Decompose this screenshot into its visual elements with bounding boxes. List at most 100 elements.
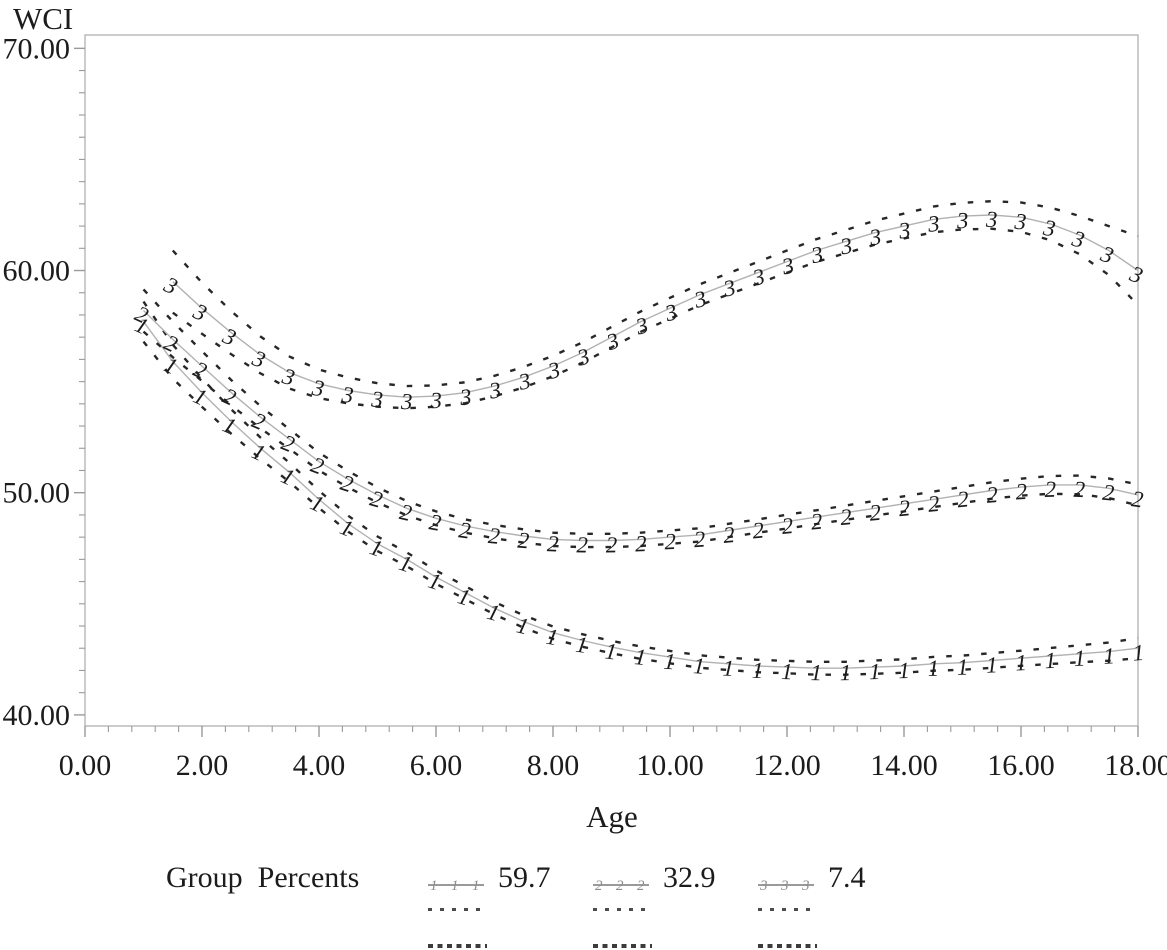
- marker-digit-3: 3: [516, 368, 533, 395]
- marker-digit-3: 3: [248, 345, 268, 373]
- marker-digit-3: 3: [487, 377, 503, 404]
- marker-digit-3: 3: [720, 275, 738, 302]
- legend-line-swatch: [428, 884, 484, 886]
- marker-digit-2: 2: [722, 522, 736, 548]
- mean-line-3: [172, 214, 1139, 398]
- marker-digit-2: 2: [606, 532, 618, 557]
- marker-digit-3: 3: [400, 389, 413, 414]
- marker-digit-2: 2: [927, 491, 941, 517]
- x-tick-label: 4.00: [293, 749, 346, 782]
- marker-digit-3: 3: [837, 233, 854, 260]
- x-tick-label: 10.00: [636, 749, 704, 782]
- ci-lower-3: [172, 227, 1139, 410]
- marker-digit-1: 1: [544, 624, 560, 651]
- x-tick-label: 18.00: [1104, 749, 1167, 782]
- legend-entry-2: 2 2 2 32.9: [593, 861, 773, 950]
- x-axis-title: Age: [586, 799, 638, 834]
- marker-digit-1: 1: [956, 654, 968, 679]
- ci-upper-2: [142, 288, 1139, 535]
- marker-digit-2: 2: [985, 482, 998, 508]
- legend-ci-upper-swatch: [593, 908, 650, 911]
- marker-digit-3: 3: [661, 299, 679, 326]
- legend-line-swatch: [593, 884, 649, 886]
- marker-digit-2: 2: [693, 527, 706, 553]
- marker-digit-3: 3: [309, 375, 326, 402]
- marker-digit-1: 1: [663, 649, 677, 675]
- marker-digit-1: 1: [840, 660, 852, 685]
- marker-digit-2: 2: [1101, 480, 1115, 506]
- marker-digit-3: 3: [926, 211, 941, 237]
- marker-digit-3: 3: [749, 264, 767, 291]
- marker-digit-1: 1: [986, 652, 999, 677]
- x-tick-label: 6.00: [410, 749, 463, 782]
- x-tick-label: 8.00: [527, 749, 580, 782]
- legend-ci-lower-swatch: [593, 944, 652, 948]
- marker-digit-1: 1: [574, 632, 589, 658]
- marker-digit-2: 2: [956, 486, 970, 512]
- marker-digit-2: 2: [868, 500, 882, 526]
- ci-lower-1: [142, 340, 1139, 676]
- marker-digit-3: 3: [779, 253, 797, 280]
- marker-digit-2: 2: [664, 529, 677, 554]
- marker-digit-1: 1: [751, 658, 763, 683]
- marker-digit-1: 1: [810, 660, 822, 685]
- marker-digit-1: 1: [1073, 646, 1086, 671]
- marker-digit-1: 1: [484, 599, 502, 626]
- marker-digit-1: 1: [604, 638, 619, 664]
- y-tick-label: 50.00: [3, 477, 71, 510]
- marker-digit-2: 2: [546, 531, 559, 556]
- marker-digit-2: 2: [576, 532, 588, 557]
- y-tick-label: 70.00: [3, 32, 71, 65]
- x-tick-label: 12.00: [753, 749, 821, 782]
- x-tick-label: 16.00: [987, 749, 1055, 782]
- mean-line-1: [142, 321, 1139, 669]
- mean-line-2: [143, 310, 1139, 542]
- marker-digit-3: 3: [429, 388, 443, 414]
- marker-digit-1: 1: [927, 656, 939, 681]
- marker-digit-2: 2: [898, 495, 912, 521]
- marker-digit-3: 3: [955, 208, 969, 234]
- marker-digit-3: 3: [603, 328, 622, 356]
- marker-digit-1: 1: [898, 658, 910, 683]
- marker-digit-2: 2: [367, 486, 385, 513]
- marker-digit-1: 1: [514, 612, 531, 639]
- marker-digit-2: 2: [1073, 477, 1085, 502]
- marker-digit-1: 1: [190, 383, 211, 411]
- legend-ci-lower-swatch: [758, 944, 817, 948]
- ci-upper-1: [142, 300, 1139, 663]
- trajectory-plot: WCI Age 0.00 2.00 4.00 6.00 8.00 10.00 12.00 14…: [3, 1, 1167, 834]
- legend-ci-upper-swatch: [758, 908, 815, 911]
- marker-digit-2: 2: [487, 523, 501, 549]
- y-tick-label: 60.00: [3, 255, 71, 288]
- marker-digit-3: 3: [1041, 215, 1058, 242]
- ci-lower-2: [142, 330, 1139, 549]
- marker-digit-3: 3: [691, 286, 709, 313]
- marker-digit-1: 1: [1044, 648, 1057, 673]
- legend-entry-3: 3 3 3 7.4: [758, 861, 938, 950]
- marker-digit-1: 1: [869, 659, 881, 684]
- marker-digit-1: 1: [722, 656, 735, 681]
- marker-digit-2: 2: [1044, 477, 1056, 502]
- legend-ci-upper-swatch: [428, 908, 485, 911]
- marker-digit-2: 2: [839, 504, 853, 530]
- marker-digit-3: 3: [545, 357, 563, 384]
- marker-digit-2: 2: [457, 517, 472, 543]
- marker-digit-1: 1: [396, 550, 415, 577]
- legend-percent-3: 7.4: [828, 861, 866, 894]
- legend-entry-1: 1 1 1 59.7: [428, 861, 608, 950]
- marker-digit-2: 2: [308, 452, 328, 479]
- marker-digit-1: 1: [1015, 650, 1028, 675]
- marker-digit-2: 2: [1130, 486, 1145, 512]
- marker-digit-1: 1: [692, 653, 705, 679]
- marker-digit-3: 3: [896, 217, 912, 243]
- marker-digit-3: 3: [632, 312, 651, 339]
- marker-digit-2: 2: [1015, 479, 1028, 505]
